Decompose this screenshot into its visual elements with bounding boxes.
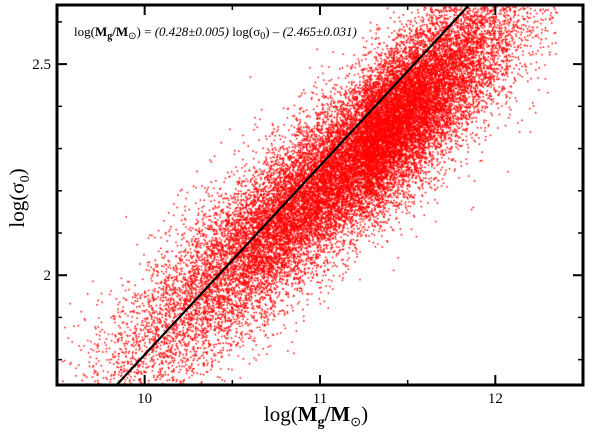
eq-mid-sub: 0 xyxy=(260,31,265,42)
scatter-cloud xyxy=(57,5,583,385)
svg-text:log(σ0): log(σ0) xyxy=(5,168,33,227)
x-title-slash: / xyxy=(324,402,332,426)
x-tick-label: 12 xyxy=(488,391,503,407)
fit-equation: log(Mg/M⊙) = (0.428±0.005) log(σ0) – (2.… xyxy=(74,24,357,42)
x-title-M: M xyxy=(298,402,318,426)
eq-mid-close: ) – xyxy=(265,24,282,39)
y-tick-label: 2.5 xyxy=(32,57,51,73)
x-title-sub: g xyxy=(318,415,325,430)
axis-ticks: 10 11 12 2 2.5 xyxy=(32,5,584,407)
x-tick-label: 11 xyxy=(313,391,327,407)
eq-lhs-sun: ⊙ xyxy=(128,31,136,42)
y-title-log: log( xyxy=(5,194,29,228)
eq-lhs-open: log( xyxy=(74,24,95,39)
eq-lhs-slash: / xyxy=(111,24,116,39)
eq-lhs-close: ) = xyxy=(137,24,155,39)
fit-line xyxy=(115,4,470,386)
eq-mid-open: log( xyxy=(229,24,253,39)
y-tick-label: 2 xyxy=(44,268,52,284)
eq-lhs-sub: g xyxy=(107,31,112,42)
y-title-close: ) xyxy=(5,168,29,175)
y-title-sigma: σ xyxy=(5,182,29,193)
eq-mid-sigma: σ xyxy=(253,24,260,39)
eq-lhs-M: M xyxy=(95,24,107,39)
x-axis-title: log(Mg/M⊙) xyxy=(264,402,368,430)
eq-coef: (0.428±0.005) xyxy=(155,24,229,39)
y-title-sub: 0 xyxy=(18,175,33,182)
x-title-close: ) xyxy=(361,402,368,426)
x-title-log: log( xyxy=(264,402,298,426)
x-tick-label: 10 xyxy=(137,391,152,407)
y-axis-title: log(σ0) xyxy=(5,168,33,227)
eq-const: (2.465±0.031) xyxy=(283,24,357,39)
x-title-Msun: M xyxy=(330,402,350,426)
eq-lhs-Msun: M xyxy=(116,24,128,39)
x-title-sun: ⊙ xyxy=(350,414,361,429)
